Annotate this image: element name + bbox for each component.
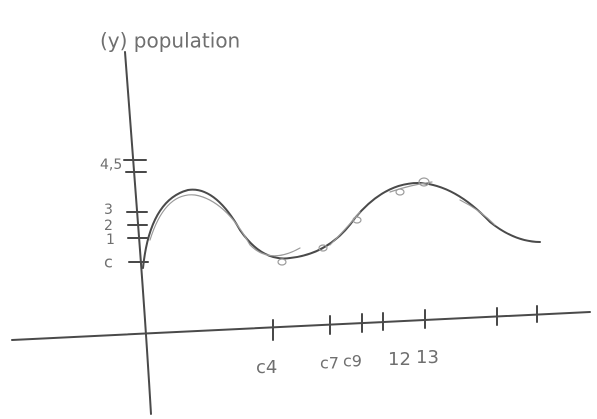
y-axis: [124, 51, 152, 415]
y-label: 1: [106, 232, 115, 248]
x-axis: [11, 311, 591, 341]
curve: [142, 181, 541, 269]
x-label: c4: [256, 357, 277, 378]
y-label: c: [104, 253, 113, 272]
x-label: 12: [388, 349, 411, 370]
y-label: 2: [104, 218, 113, 234]
y-label: 4,5: [100, 157, 122, 173]
x-label: c7: [320, 354, 339, 373]
y-label: 3: [104, 202, 113, 218]
sketch-lines: [149, 181, 496, 257]
point-marks: [277, 177, 430, 266]
x-label: c9: [343, 352, 362, 371]
x-ticks: [272, 305, 538, 341]
y-ticks: [123, 159, 149, 263]
x-label: 13: [416, 347, 439, 368]
axis-title: (y) population: [100, 29, 240, 53]
